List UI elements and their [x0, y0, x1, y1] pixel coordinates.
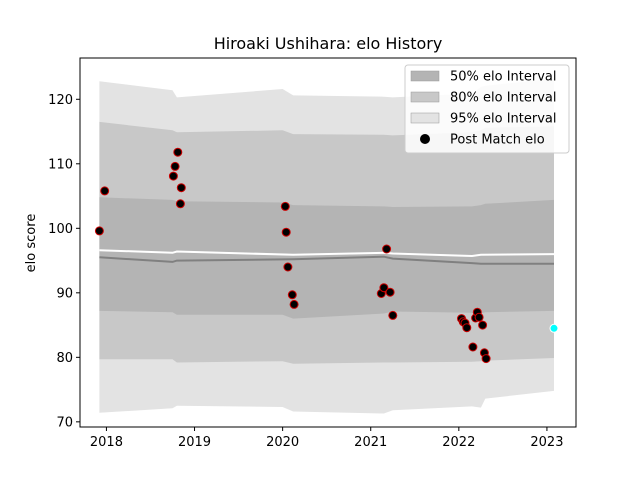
post-match-elo-point [382, 244, 392, 254]
legend-marker [420, 134, 430, 144]
legend-swatch [410, 91, 440, 103]
post-match-elo-point [170, 161, 180, 171]
median-elo-line [99, 255, 554, 265]
x-tick-label: 2019 [178, 435, 211, 450]
plot-area [94, 78, 559, 414]
post-match-elo-point [462, 323, 472, 333]
post-match-elo-point [481, 354, 491, 364]
y-axis-label: elo score [24, 214, 39, 273]
x-tick-label: 2021 [354, 435, 387, 450]
post-match-elo-point [281, 227, 291, 237]
y-tick-label: 100 [48, 222, 73, 237]
axis-ticks: 2018 2019 2020 2021 2022 2023 70 80 90 100 110 120 [48, 93, 563, 450]
post-match-elo-point [173, 147, 183, 157]
legend-label: 80% elo Interval [450, 91, 557, 106]
post-match-elo-point [379, 283, 389, 293]
chart-title: Hiroaki Ushihara: elo History [214, 34, 443, 53]
post-match-elo-point [94, 226, 104, 236]
mean-elo-line [99, 249, 555, 258]
post-match-elo-point [474, 312, 484, 322]
y-tick-label: 120 [48, 93, 73, 108]
post-match-elo-point [168, 171, 178, 181]
legend-label: Post Match elo [450, 133, 545, 148]
post-match-elo-point [100, 186, 110, 196]
x-tick-label: 2022 [442, 435, 475, 450]
legend-swatch [410, 70, 440, 82]
post-match-elo-point [283, 262, 293, 272]
post-match-elo-point [478, 320, 488, 330]
post-match-elo-point [176, 183, 186, 193]
post-match-elo-point [287, 290, 297, 300]
legend: 50% elo Interval 80% elo Interval 95% elo … [404, 64, 570, 154]
legend-label: 50% elo Interval [450, 70, 557, 85]
post-match-elo-point [175, 199, 185, 209]
y-tick-label: 70 [56, 415, 73, 430]
legend-box [404, 64, 570, 154]
post-match-elo-point [468, 342, 478, 352]
post-match-elo-point [388, 310, 398, 320]
y-tick-label: 90 [56, 286, 73, 301]
y-tick-label: 110 [48, 157, 73, 172]
x-tick-label: 2023 [530, 435, 563, 450]
post-match-elo-point [280, 201, 290, 211]
legend-label: 95% elo Interval [450, 112, 557, 127]
latest-elo-point [549, 323, 559, 333]
x-tick-label: 2018 [90, 435, 123, 450]
legend-swatch [410, 112, 440, 124]
plot-frame [79, 57, 577, 428]
x-tick-label: 2020 [266, 435, 299, 450]
y-tick-label: 80 [56, 351, 73, 366]
post-match-elo-point [289, 299, 299, 309]
post-match-elo-point [385, 287, 395, 297]
